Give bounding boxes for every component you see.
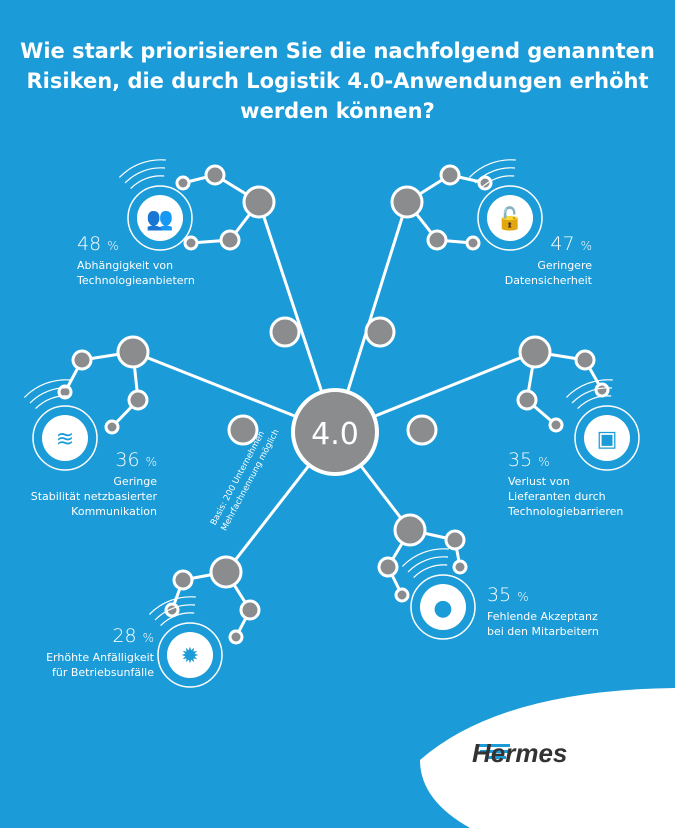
signal-arc [23, 379, 71, 398]
item-datensicherheit: 47 % Geringere Datensicherheit [504, 233, 592, 287]
page-title: Wie stark priorisieren Sie die nachfolge… [20, 39, 655, 123]
mid-node [364, 316, 396, 348]
hermes-logo: Hermes [472, 738, 568, 768]
signal-arc [480, 175, 515, 190]
wifi-icon: ≋ [56, 427, 74, 452]
people-icon: 👥 [146, 207, 173, 232]
icon-disc [584, 415, 630, 461]
branch-node [574, 349, 596, 371]
hermes-logo-wings [476, 744, 510, 759]
signal-arc [124, 167, 166, 184]
item-betriebsunfaelle: 28 % Erhöhte Anfälligkeit für Betriebsunf… [46, 625, 154, 679]
icon-disc [42, 415, 88, 461]
icon-ring [477, 185, 543, 251]
item-lieferanten: 35 % Verlust von Lieferanten durch Technol… [508, 449, 624, 518]
mid-node [269, 316, 301, 348]
branch-node [426, 229, 448, 251]
unlock-icon: 🔓 [496, 206, 523, 232]
hub-node [518, 335, 552, 369]
mid-node [227, 414, 259, 446]
branch-node [172, 569, 194, 591]
signal-arc [154, 604, 196, 621]
hub-node [209, 555, 243, 589]
leaf-node [594, 382, 610, 398]
leaf-node [465, 235, 481, 251]
icon-ring [574, 405, 640, 471]
leaf-node [104, 419, 120, 435]
leaf-node [477, 175, 493, 191]
leaf-node [57, 384, 73, 400]
signal-arc [413, 564, 448, 579]
hub-node [390, 185, 424, 219]
leaf-node [452, 559, 468, 575]
branch-node [239, 599, 261, 621]
icon-disc [420, 584, 466, 630]
logo-background-shape [420, 688, 675, 828]
branch-node [444, 529, 466, 551]
branch-node [127, 389, 149, 411]
leaf-node [183, 235, 199, 251]
branch-node [377, 556, 399, 578]
branch-node [516, 389, 538, 411]
item-akzeptanz: 35 % Fehlende Akzeptanz bei den Mitarbeit… [487, 584, 599, 638]
signal-arc [401, 548, 449, 567]
signal-arc [407, 556, 449, 573]
icon-ring [410, 574, 476, 640]
icon-disc [487, 195, 533, 241]
signal-arc [130, 175, 165, 190]
center-node [291, 388, 379, 476]
signal-arc [474, 167, 516, 184]
box-icon: ▣ [597, 427, 618, 452]
branch-node [219, 229, 241, 251]
icon-disc [137, 195, 183, 241]
icon-ring [127, 185, 193, 251]
signal-arc [35, 395, 70, 410]
signal-arc [468, 159, 516, 178]
leaf-node [228, 629, 244, 645]
signal-arc [29, 387, 71, 404]
signal-arc [160, 612, 195, 627]
icon-ring [32, 405, 98, 471]
signal-arc [118, 159, 166, 178]
signal-arc [565, 379, 613, 398]
signal-arc [148, 596, 196, 615]
branch-node [204, 164, 226, 186]
leaf-node [394, 587, 410, 603]
hub-node [242, 185, 276, 219]
branch-node [439, 164, 461, 186]
leaf-node [548, 417, 564, 433]
leaf-node [175, 175, 191, 191]
person-icon: ● [433, 596, 452, 621]
icon-disc [167, 632, 213, 678]
icon-ring [157, 622, 223, 688]
center-label: 4.0 [311, 417, 359, 452]
signal-arc [577, 395, 612, 410]
hub-node [393, 513, 427, 547]
hub-node [116, 335, 150, 369]
item-abhaengigkeit: 48 % Abhängigkeit von Technologieanbieter… [77, 233, 195, 287]
mid-node [406, 414, 438, 446]
signal-arc [571, 387, 613, 404]
burst-icon: ✹ [181, 644, 199, 669]
branch-node [71, 349, 93, 371]
item-stabilitaet: 36 % Geringe Stabilität netzbasierter Komm… [30, 449, 157, 518]
